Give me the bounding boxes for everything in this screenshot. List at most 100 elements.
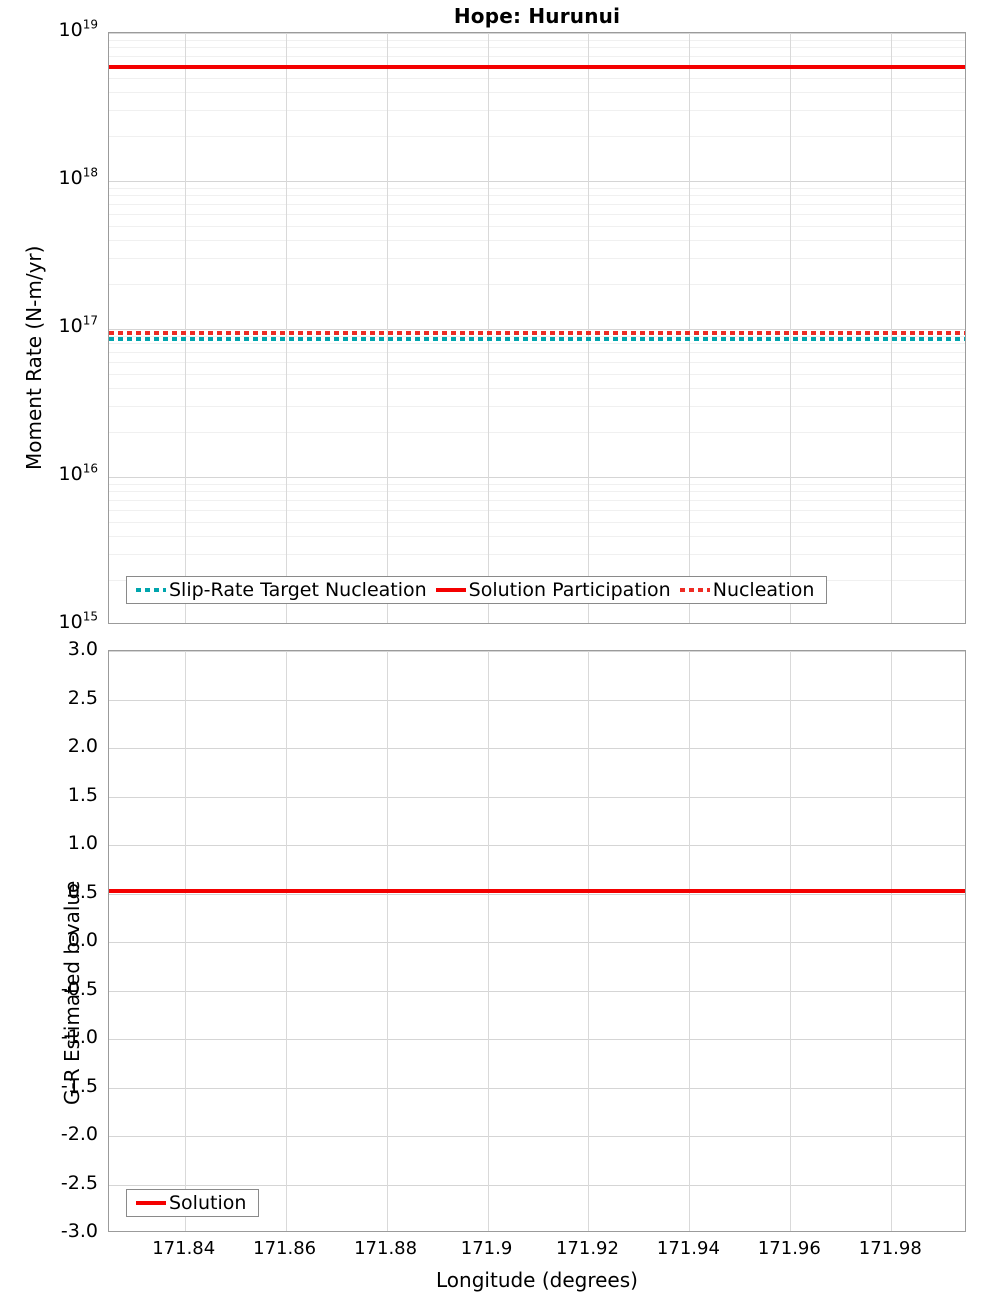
gridline	[109, 554, 965, 556]
x-tick-label: 171.92	[555, 1238, 619, 1259]
gridline	[109, 535, 965, 537]
y-tick-label: 0.5	[67, 880, 98, 903]
gridline	[109, 110, 965, 112]
x-tick-label: 171.84	[152, 1238, 216, 1259]
gridline	[487, 651, 489, 1231]
gridline	[109, 477, 965, 478]
y-tick-label: 1015	[58, 609, 98, 633]
gridline	[109, 893, 965, 895]
gridline	[109, 509, 965, 511]
bottom-y-axis-label: G-R Estimated b-value	[60, 880, 84, 1105]
gridline	[109, 499, 965, 501]
series-line-nucleation	[109, 330, 965, 335]
gridline	[109, 483, 965, 485]
gridline	[487, 33, 489, 623]
gridline	[109, 373, 965, 375]
gridline	[184, 651, 186, 1231]
legend-label: Nucleation	[712, 579, 815, 601]
gridline	[891, 33, 893, 623]
gridline	[109, 203, 965, 205]
y-tick-label: 2.5	[67, 686, 98, 709]
legend-swatch-icon	[679, 588, 710, 592]
gridline	[109, 181, 965, 182]
x-axis-label: Longitude (degrees)	[436, 1268, 638, 1292]
top-legend: Slip-Rate Target Nucleation Solution Part…	[126, 576, 828, 604]
x-tick-label: 171.98	[858, 1238, 922, 1259]
gridline	[109, 39, 965, 41]
gridline	[109, 1136, 965, 1137]
y-tick-label: 1018	[58, 165, 98, 189]
y-tick-label: -1.5	[60, 1074, 98, 1097]
y-tick-label: -2.5	[60, 1171, 98, 1194]
y-tick-label: -0.5	[60, 977, 98, 1000]
gridline	[109, 187, 965, 189]
x-tick-label: 171.88	[354, 1238, 418, 1259]
y-tick-label: 0.0	[67, 929, 98, 951]
gridline	[386, 33, 388, 623]
gridline	[109, 225, 965, 227]
gridline	[109, 1087, 965, 1089]
gridline	[109, 213, 965, 215]
gridline	[109, 55, 965, 57]
y-tick-label: 1019	[58, 17, 98, 41]
gridline	[285, 33, 287, 623]
gridline	[109, 387, 965, 389]
legend-entry: Solution Participation	[433, 580, 677, 600]
gridline	[109, 796, 965, 798]
y-tick-label: 3.0	[67, 638, 98, 660]
gridline	[109, 521, 965, 523]
page-title: Hope: Hurunui	[453, 4, 621, 28]
gridline	[184, 33, 186, 623]
gridline	[109, 942, 965, 943]
gridline	[109, 77, 965, 79]
gridline	[790, 33, 792, 623]
gridline	[109, 748, 965, 749]
gridline	[109, 136, 965, 138]
gridline	[109, 990, 965, 992]
gridline	[109, 491, 965, 493]
bottom-legend: Solution	[126, 1189, 260, 1217]
legend-entry: Nucleation	[677, 580, 821, 600]
gridline	[689, 651, 691, 1231]
series-line-solution	[109, 888, 965, 893]
gridline	[109, 329, 965, 330]
gridline	[386, 651, 388, 1231]
gridline	[109, 406, 965, 408]
gridline	[109, 33, 965, 34]
gridline	[109, 1039, 965, 1040]
gridline	[689, 33, 691, 623]
gridline	[109, 361, 965, 363]
legend-entry: Slip-Rate Target Nucleation	[133, 580, 433, 600]
gridline	[109, 195, 965, 197]
y-tick-label: 1016	[58, 461, 98, 485]
gridline	[790, 651, 792, 1231]
gridline	[588, 651, 590, 1231]
x-tick-label: 171.9	[460, 1238, 513, 1259]
series-line-slip-rate-target-nucleation	[109, 336, 965, 341]
gridline	[109, 284, 965, 286]
y-tick-label: 1.5	[67, 783, 98, 806]
y-tick-label: 1.0	[67, 832, 98, 854]
y-tick-label: 1017	[58, 313, 98, 337]
y-tick-label: -1.0	[60, 1026, 98, 1048]
gridline	[109, 343, 965, 345]
y-tick-label: 2.0	[67, 735, 98, 757]
b-value-plot-area	[108, 650, 966, 1232]
series-line-solution-participation	[109, 64, 965, 69]
gridline	[109, 845, 965, 846]
gridline	[109, 91, 965, 93]
gridline	[109, 335, 965, 337]
x-tick-label: 171.86	[253, 1238, 317, 1259]
gridline	[109, 239, 965, 241]
gridline	[588, 33, 590, 623]
legend-swatch-icon	[136, 1201, 166, 1205]
legend-entry: Solution	[133, 1193, 252, 1213]
gridline	[109, 47, 965, 49]
gridline	[285, 651, 287, 1231]
gridline	[109, 432, 965, 434]
gridline	[891, 651, 893, 1231]
legend-label: Solution	[169, 1192, 247, 1214]
y-tick-label: -2.0	[60, 1123, 98, 1145]
gridline	[109, 699, 965, 701]
legend-swatch-icon	[136, 588, 166, 592]
